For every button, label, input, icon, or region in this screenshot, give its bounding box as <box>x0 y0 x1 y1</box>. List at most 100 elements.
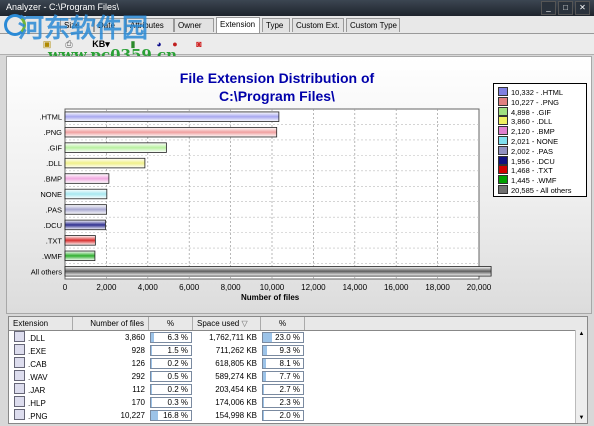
bar <box>64 250 96 262</box>
legend-item: 10,332 - .HTML <box>498 87 563 98</box>
legend-swatch <box>498 136 508 145</box>
extension-label: .WAV <box>28 373 48 382</box>
table-row[interactable]: .JAR 112 0.2 % 203,454 KB 2.7 % <box>9 383 587 396</box>
chart-legend: 10,332 - .HTML 10,227 - .PNG 4,898 - .GIF 3… <box>493 83 587 197</box>
tab-custom-ext[interactable]: Custom Ext. <box>292 18 344 32</box>
cell-files-percent: 6.3 % <box>150 332 192 343</box>
bar <box>64 204 107 215</box>
legend-label: 1,468 - .TXT <box>511 166 553 176</box>
percent-text: 0.2 % <box>167 385 188 394</box>
print-icon[interactable]: ⎙ <box>65 39 73 49</box>
tab-size[interactable]: Size <box>60 18 94 32</box>
maximize-button[interactable]: □ <box>558 1 573 15</box>
bar <box>64 157 146 169</box>
extension-label: .CAB <box>28 360 47 369</box>
cell-files-percent: 0.5 % <box>150 371 192 382</box>
bar <box>64 266 492 277</box>
tab-attributes[interactable]: Attributes <box>126 18 174 32</box>
x-tick-label: 18,000 <box>425 283 450 292</box>
legend-label: 20,585 - All others <box>511 186 572 195</box>
chart-title: File Extension Distribution of C:\Progra… <box>127 69 427 105</box>
close-button[interactable]: ✕ <box>575 1 590 15</box>
col-extension[interactable]: Extension <box>9 317 73 330</box>
bar-chart-icon[interactable]: ▮ <box>130 39 136 49</box>
bar-chart: 0 2,000 4,000 6,000 8,000 10,000 12,000 14,000 1… <box>31 108 492 292</box>
cell-files-percent: 0.3 % <box>150 397 192 408</box>
legend-item: 1,445 - .WMF <box>498 175 556 186</box>
bar <box>64 188 108 200</box>
legend-item: 1,956 - .DCU <box>498 155 555 167</box>
x-tick-label: 12,000 <box>301 283 326 292</box>
scroll-down-icon[interactable]: ▼ <box>578 415 585 421</box>
x-tick-label: 8,000 <box>221 283 242 292</box>
legend-swatch <box>498 116 508 126</box>
percent-text: 6.3 % <box>167 333 188 342</box>
legend-swatch <box>498 96 508 106</box>
tab-date[interactable]: Date <box>94 18 126 32</box>
legend-label: 1,445 - .WMF <box>511 176 557 186</box>
percent-text: 2.0 % <box>279 411 300 420</box>
watermark-logo <box>4 14 26 36</box>
y-tick-label: .DCU <box>44 221 62 230</box>
tab-owner[interactable]: Owner <box>174 18 214 32</box>
vertical-scrollbar[interactable]: ▲ ▼ <box>575 330 587 423</box>
col-space-percent[interactable]: % <box>261 317 305 330</box>
table-row[interactable]: .PNG 10,227 16.8 % 154,998 KB 2.0 % <box>9 409 587 422</box>
bar <box>64 235 96 246</box>
cell-extension: .HLP <box>9 396 73 409</box>
percent-fill <box>151 333 154 342</box>
percent-fill <box>151 346 152 355</box>
tab-type[interactable]: Type <box>262 18 290 32</box>
legend-label: 2,120 - .BMP <box>511 127 555 137</box>
percent-text: 2.3 % <box>279 398 300 407</box>
scroll-up-icon[interactable]: ▲ <box>578 331 585 337</box>
y-tick-label: .WMF <box>42 252 62 261</box>
cell-files-percent: 0.2 % <box>150 384 192 395</box>
cell-space-percent: 9.3 % <box>262 345 304 356</box>
units-dropdown[interactable]: KB▾ <box>88 37 114 51</box>
table-row[interactable]: .HLP 170 0.3 % 174,006 KB 2.3 % <box>9 396 587 409</box>
table-row[interactable]: .EXE 928 1.5 % 711,262 KB 9.3 % <box>9 344 587 357</box>
percent-fill <box>263 411 264 420</box>
percent-fill <box>263 385 265 394</box>
dll-icon <box>14 331 25 342</box>
legend-label: 1,956 - .DCU <box>511 156 555 166</box>
minimize-button[interactable]: _ <box>541 1 556 15</box>
percent-text: 0.2 % <box>167 359 188 368</box>
cell-space-used: 174,006 KB <box>215 398 257 407</box>
y-tick-label: All others <box>31 267 63 276</box>
table-row[interactable]: .WAV 292 0.5 % 589,274 KB 7.7 % <box>9 370 587 383</box>
y-tick-label: .TXT <box>46 236 63 245</box>
percent-fill <box>151 411 158 420</box>
x-tick-label: 14,000 <box>343 283 368 292</box>
png-icon <box>14 409 25 420</box>
legend-label: 3,860 - .DLL <box>511 117 553 127</box>
tab-custom-type[interactable]: Custom Type <box>346 18 400 32</box>
y-tick-label: .BMP <box>44 175 62 184</box>
pie-chart-icon[interactable]: ◕ <box>156 39 162 49</box>
x-tick-label: 6,000 <box>179 283 200 292</box>
col-space-used[interactable]: Space used ▽ <box>193 317 261 330</box>
col-files-percent[interactable]: % <box>149 317 193 330</box>
y-tick-label: .DLL <box>46 159 62 168</box>
table-row[interactable]: .DLL 3,860 6.3 % 1,762,711 KB 23.0 % <box>9 331 587 344</box>
y-tick-label: NONE <box>40 190 62 199</box>
pie-chart-3d-icon[interactable]: ● <box>172 39 178 49</box>
sort-desc-icon: ▽ <box>241 319 248 328</box>
table-row[interactable]: .CAB 126 0.2 % 618,805 KB 8.1 % <box>9 357 587 370</box>
chart-panel: File Extension Distribution of C:\Progra… <box>6 56 592 314</box>
save-icon[interactable]: ▣ <box>42 39 52 49</box>
units-label: KB <box>92 39 106 49</box>
legend-swatch <box>498 175 508 185</box>
col-number-of-files[interactable]: Number of files <box>73 317 149 330</box>
tab-extension[interactable]: Extension <box>216 17 260 33</box>
cell-number-of-files: 3,860 <box>124 333 145 342</box>
cell-number-of-files: 292 <box>131 372 145 381</box>
x-tick-label: 4,000 <box>138 283 159 292</box>
refresh-icon[interactable]: ◙ <box>196 39 202 49</box>
cell-extension: .EXE <box>9 344 73 357</box>
cell-space-percent: 2.7 % <box>262 384 304 395</box>
cell-space-used: 1,762,711 KB <box>209 333 257 342</box>
bar <box>64 111 280 122</box>
x-tick-label: 2,000 <box>96 283 117 292</box>
